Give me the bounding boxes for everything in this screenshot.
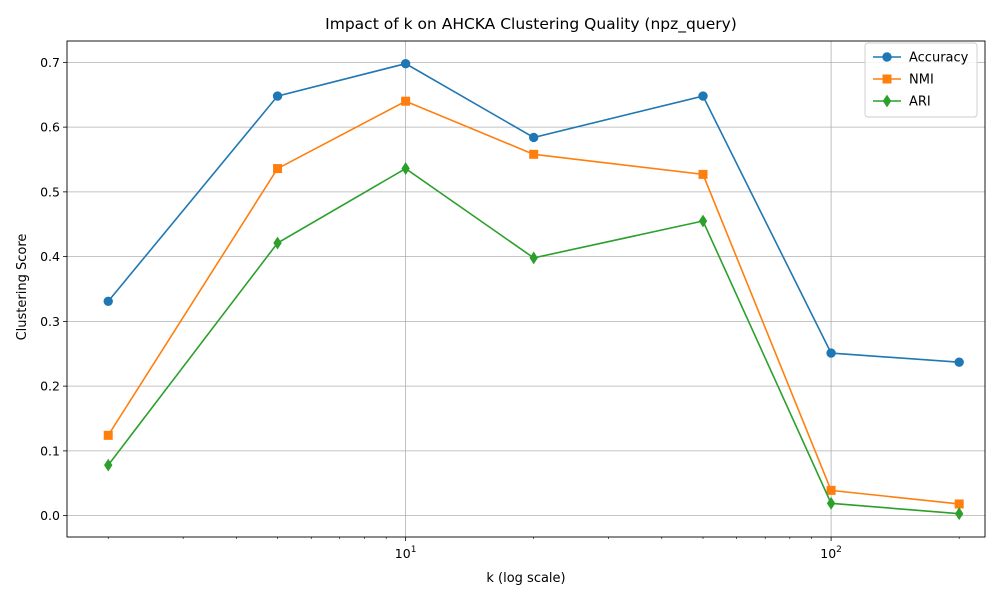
x-tick-label-exponent: 1 xyxy=(411,545,417,555)
x-tick-label: 101 xyxy=(395,545,417,561)
data-point-accuracy xyxy=(272,91,283,101)
x-tick-label-base: 10 xyxy=(395,546,411,561)
legend-label-nmi: NMI xyxy=(909,73,934,88)
data-point-ari xyxy=(954,507,964,521)
data-point-accuracy xyxy=(103,296,113,307)
data-point-accuracy xyxy=(826,348,836,358)
data-point-ari xyxy=(529,251,538,265)
data-point-ari xyxy=(401,162,410,175)
y-axis-label: Clustering Score xyxy=(15,234,30,341)
y-tick-label: 0.2 xyxy=(40,379,60,394)
legend-box xyxy=(864,42,978,118)
x-tick-label: 102 xyxy=(820,545,842,561)
data-point-accuracy xyxy=(954,357,964,367)
data-point-nmi xyxy=(273,164,283,174)
y-tick-label: 0.7 xyxy=(40,55,60,70)
data-point-ari xyxy=(826,496,836,510)
y-tick-label: 0.6 xyxy=(40,120,60,135)
axes-frame xyxy=(66,40,986,538)
data-point-ari xyxy=(698,214,708,228)
data-point-nmi xyxy=(826,485,836,495)
data-point-ari xyxy=(273,236,282,250)
x-tick-label-exponent: 2 xyxy=(836,545,842,555)
chart-title: Impact of k on AHCKA Clustering Quality … xyxy=(325,15,737,34)
legend-marker-accuracy xyxy=(882,52,892,62)
y-tick-label: 0.4 xyxy=(40,249,60,264)
data-point-nmi xyxy=(401,96,411,106)
data-point-accuracy xyxy=(400,58,411,69)
legend-marker-ari xyxy=(882,94,892,108)
y-tick-label: 0.3 xyxy=(40,314,60,329)
data-point-nmi xyxy=(954,499,964,509)
legend-marker-nmi xyxy=(882,74,892,84)
x-axis-label: k (log scale) xyxy=(486,571,565,586)
x-tick-label-base: 10 xyxy=(820,546,836,561)
y-tick-label: 0.0 xyxy=(40,508,60,523)
y-tick-label: 0.1 xyxy=(40,443,60,458)
y-tick-label: 0.5 xyxy=(40,184,60,199)
data-point-accuracy xyxy=(698,91,708,101)
data-point-accuracy xyxy=(529,132,539,143)
data-point-nmi xyxy=(529,149,539,159)
data-point-ari xyxy=(104,458,113,472)
legend-label-ari: ARI xyxy=(909,95,931,110)
legend: Accuracy NMI ARI xyxy=(864,42,978,118)
data-point-nmi xyxy=(698,169,708,179)
legend-label-accuracy: Accuracy xyxy=(909,51,969,66)
data-point-nmi xyxy=(103,430,113,440)
